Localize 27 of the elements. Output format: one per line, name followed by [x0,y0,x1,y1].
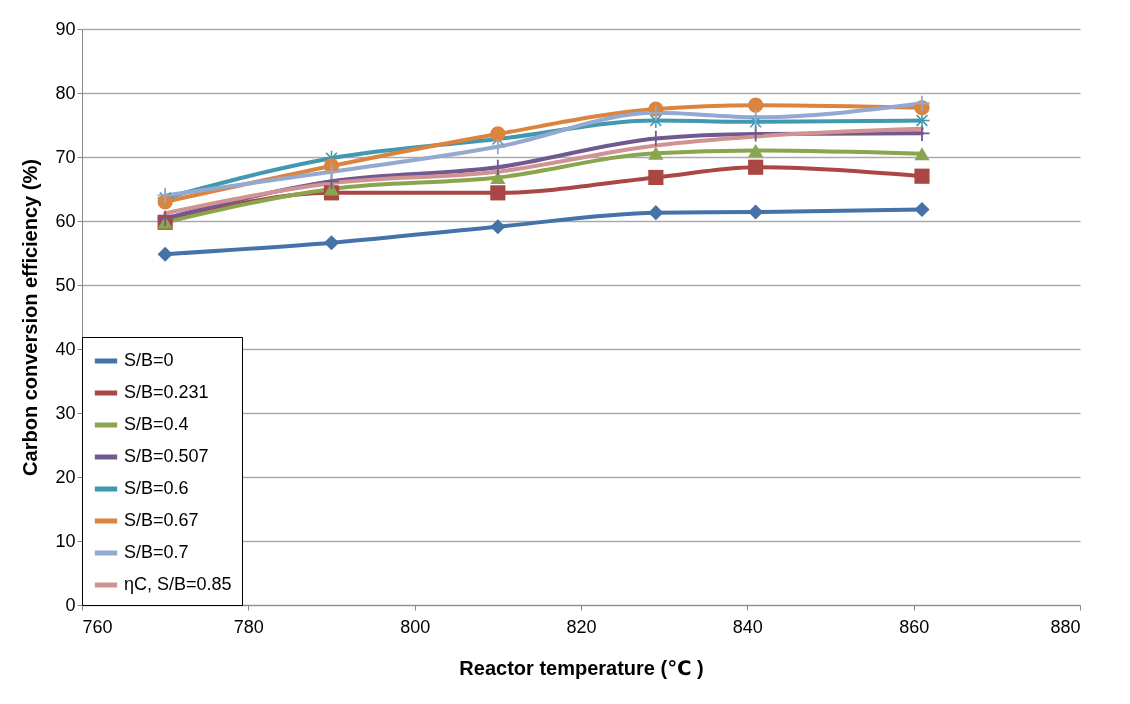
legend-label: S/B=0 [124,350,174,370]
legend-label: S/B=0.507 [124,446,209,466]
x-tick-label: 860 [899,616,930,637]
x-tick-label: 820 [566,616,597,637]
x-axis-title: Reactor temperature (℃ ) [459,656,704,679]
y-tick-label: 80 [55,82,76,103]
x-tick-label: 880 [1050,616,1081,637]
y-tick-label: 40 [55,338,76,359]
y-tick-label: 20 [55,466,76,487]
legend-label: ηC, S/B=0.85 [124,574,232,594]
legend-label: S/B=0.7 [124,542,189,562]
legend-label: S/B=0.67 [124,510,199,530]
y-tick-label: 60 [55,210,76,231]
x-tick-label: 780 [233,616,264,637]
y-axis-title: Carbon conversion efficiency (%) [19,159,42,476]
y-tick-label: 50 [55,274,76,295]
y-tick-label: 30 [55,402,76,423]
y-tick-label: 70 [55,146,76,167]
legend-label: S/B=0.231 [124,382,209,402]
y-tick-label: 0 [65,594,76,615]
x-tick-label: 760 [82,616,113,637]
y-tick-label: 90 [55,18,76,39]
legend-label: S/B=0.4 [124,414,189,434]
x-tick-label: 800 [400,616,431,637]
y-tick-label: 10 [55,530,76,551]
x-tick-label: 840 [732,616,763,637]
legend-label: S/B=0.6 [124,478,189,498]
